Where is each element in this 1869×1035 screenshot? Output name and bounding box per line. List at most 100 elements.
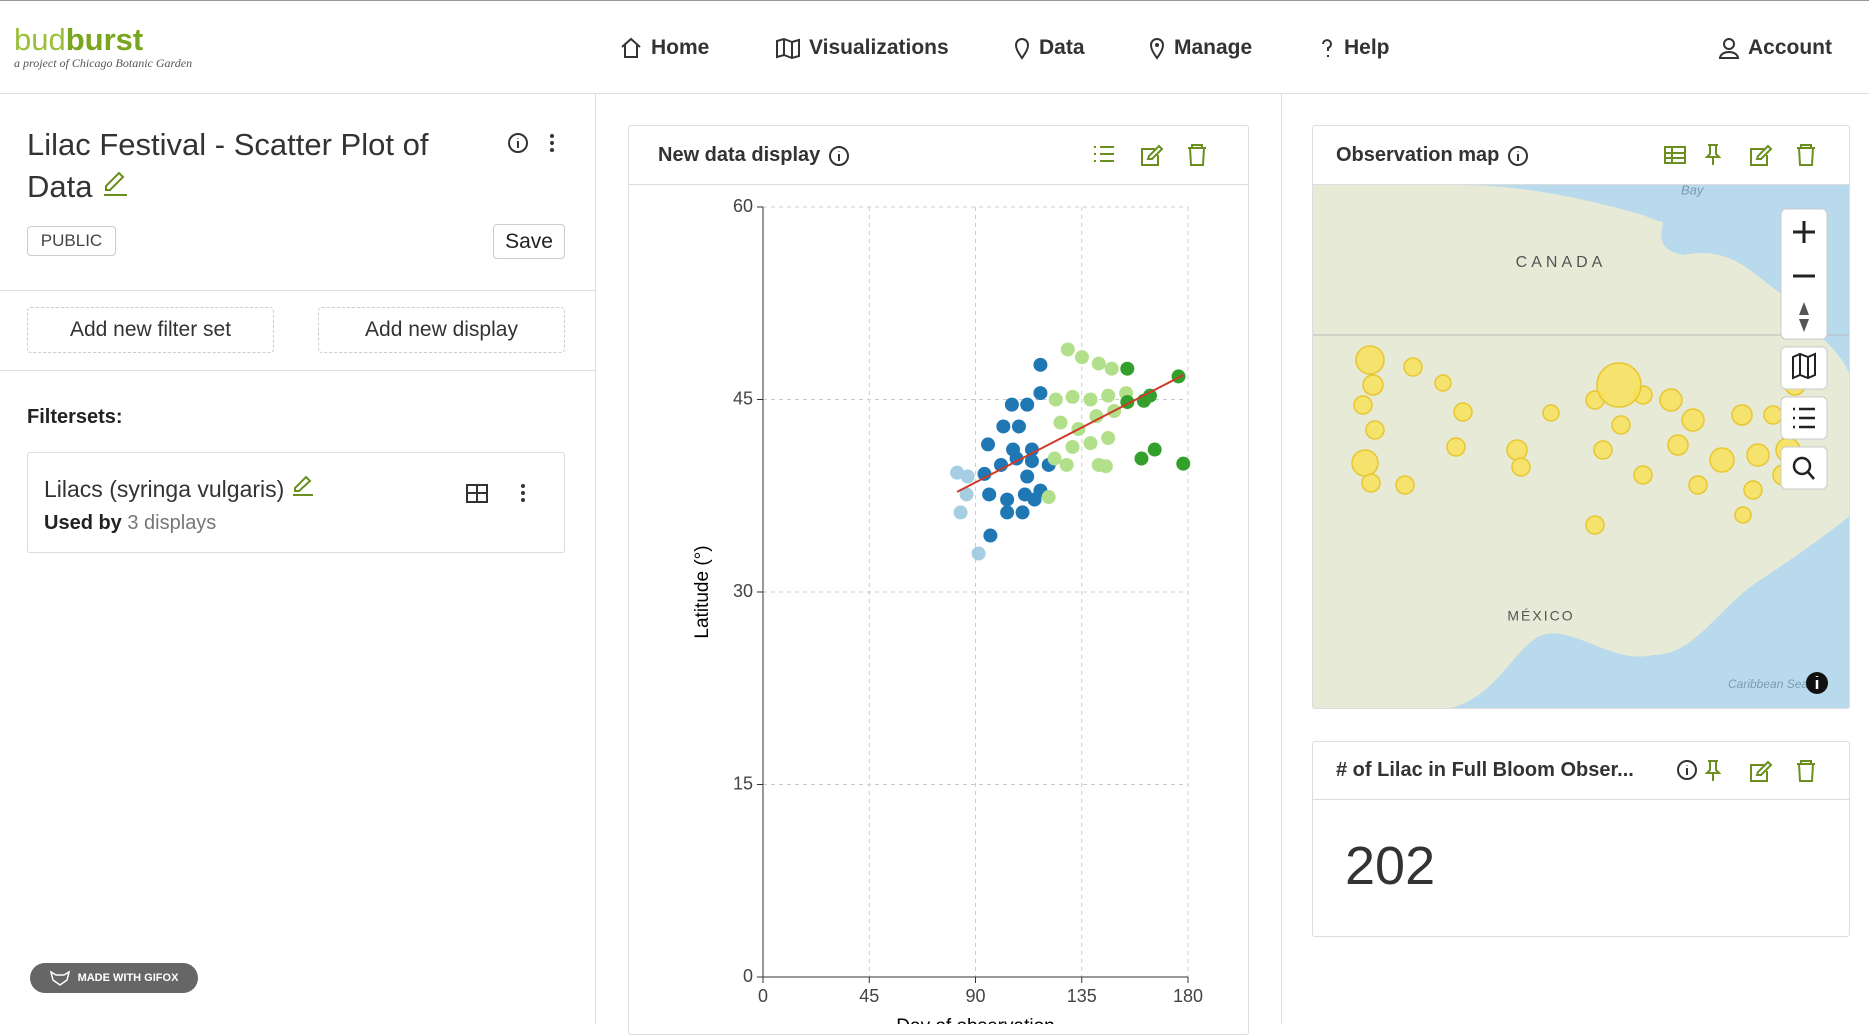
- nav-visualizations[interactable]: Visualizations: [775, 36, 949, 60]
- y-tick-label: 45: [733, 388, 753, 408]
- stat-card: [1312, 741, 1850, 937]
- x-tick-label: 0: [758, 986, 768, 1006]
- point: [1104, 361, 1119, 376]
- gifox-badge[interactable]: MADE WITH GIFOX: [30, 963, 198, 993]
- point: [1091, 356, 1106, 371]
- list-icon[interactable]: [1094, 146, 1114, 162]
- scatter-chart: 0 45 90 135 180 0 15 30 45 60 Day of observation La…: [692, 196, 1203, 1024]
- point: [971, 546, 986, 561]
- badge-text: MADE WITH GIFOX: [77, 972, 179, 984]
- divider: [595, 94, 596, 1024]
- nav-manage[interactable]: Manage: [1148, 36, 1252, 60]
- point: [1059, 457, 1074, 472]
- point: [1053, 415, 1068, 430]
- logo-main: bud: [14, 22, 66, 57]
- point: [953, 505, 968, 520]
- edit-icon[interactable]: [101, 169, 129, 197]
- point: [1020, 469, 1035, 484]
- point: [977, 466, 992, 481]
- divider: [628, 184, 1249, 185]
- used-by-count: 3 displays: [127, 512, 217, 534]
- x-tick-label: 180: [1173, 986, 1203, 1006]
- info-icon[interactable]: [828, 145, 850, 167]
- trend-line: [956, 374, 1184, 493]
- point: [1089, 409, 1104, 424]
- y-tick-label: 15: [733, 773, 753, 793]
- header: [0, 0, 1869, 94]
- edit-icon[interactable]: [291, 473, 315, 497]
- point: [1083, 392, 1098, 407]
- home-icon: [621, 37, 641, 58]
- map-label: Bay: [1681, 185, 1705, 197]
- name-text: Lilacs (syringa vulgaris): [44, 476, 285, 502]
- filterset-actions: [466, 484, 525, 503]
- edit-icon[interactable]: [1141, 144, 1164, 166]
- add-filter-button[interactable]: Add new filter set: [27, 307, 274, 353]
- point: [1041, 490, 1056, 505]
- point: [950, 465, 965, 480]
- y-tick-label: 60: [733, 196, 753, 216]
- title-text: Observation map: [1336, 144, 1500, 166]
- nav-account[interactable]: Account: [1718, 36, 1832, 60]
- user-icon: [1718, 38, 1740, 59]
- pin-icon: [1149, 38, 1165, 60]
- y-axis-title: Latitude (°): [692, 545, 713, 638]
- logo-accent: burst: [65, 22, 144, 57]
- divider: [1281, 94, 1282, 1024]
- point: [1033, 386, 1048, 401]
- map-label: CANADA: [1516, 254, 1607, 271]
- used-by-label: Used by: [44, 512, 122, 534]
- map-label: Caribbean Sea: [1728, 677, 1808, 691]
- point: [1176, 456, 1191, 471]
- point: [1171, 369, 1186, 384]
- info-icon[interactable]: [1507, 145, 1529, 167]
- point: [959, 487, 974, 502]
- point: [1101, 431, 1116, 445]
- title-text: New data display: [658, 144, 821, 166]
- point: [1011, 419, 1026, 434]
- point: [1134, 451, 1149, 466]
- divider: [0, 290, 595, 291]
- map[interactable]: CANADA MÉXICO Bay Caribbean Sea: [1313, 185, 1850, 709]
- map-label: MÉXICO: [1507, 608, 1574, 624]
- filtersets-label: Filtersets:: [27, 406, 123, 428]
- x-tick-label: 90: [965, 986, 985, 1006]
- fox-icon: [49, 970, 70, 986]
- add-display-button[interactable]: Add new display: [318, 307, 565, 353]
- point: [1024, 442, 1039, 457]
- y-tick-label: 0: [743, 966, 753, 986]
- map-card: CANADA MÉXICO Bay Caribbean Sea: [1312, 125, 1850, 709]
- divider: [1312, 184, 1850, 185]
- delete-icon[interactable]: [1188, 144, 1206, 166]
- sidebar-title: Lilac Festival - Scatter Plot of Data: [27, 124, 457, 208]
- visibility-badge: PUBLIC: [27, 226, 116, 256]
- nav-home[interactable]: Home: [619, 36, 709, 60]
- point: [1000, 505, 1015, 520]
- point: [996, 419, 1011, 434]
- point: [1000, 492, 1015, 507]
- point: [1101, 388, 1116, 403]
- logo[interactable]: budburst: [14, 24, 143, 56]
- save-button[interactable]: Save: [493, 224, 565, 259]
- nav-label: Manage: [1174, 36, 1253, 59]
- nav-data[interactable]: Data: [1013, 36, 1085, 60]
- y-tick-label: 30: [733, 581, 753, 601]
- point: [1048, 392, 1063, 407]
- map-icon: [776, 37, 800, 60]
- filterset-name: Lilacs (syringa vulgaris): [44, 473, 315, 503]
- map-controls: [1780, 208, 1828, 694]
- point: [1060, 342, 1075, 357]
- stat-actions: [1677, 760, 1815, 782]
- map-title: Observation map: [1336, 144, 1529, 167]
- filterset-usage: Used by 3 displays: [44, 512, 216, 535]
- nav-help[interactable]: Help: [1318, 36, 1390, 60]
- nav-label: Help: [1344, 36, 1390, 59]
- point: [1027, 492, 1042, 507]
- point: [1065, 389, 1080, 404]
- point: [1120, 361, 1135, 376]
- nav-label: Data: [1039, 36, 1085, 59]
- point: [1047, 451, 1062, 466]
- point: [1015, 505, 1030, 520]
- x-axis-title: Day of observation: [896, 1016, 1054, 1024]
- display-card: [628, 125, 1249, 1035]
